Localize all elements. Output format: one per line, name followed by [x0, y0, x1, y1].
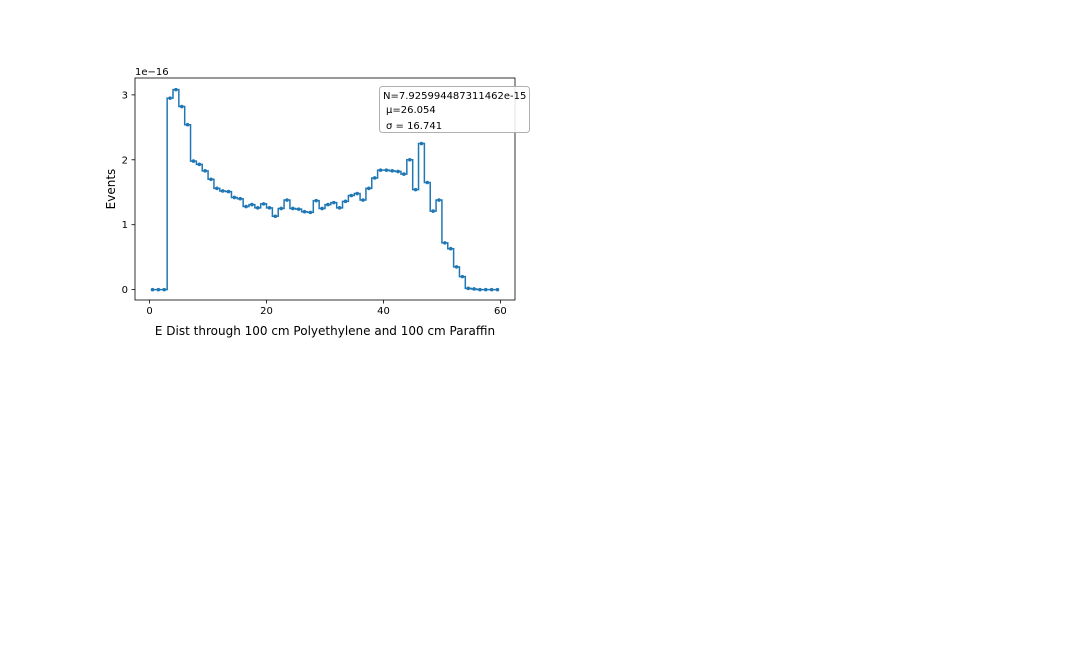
data-point [215, 186, 219, 191]
stats-legend-box [379, 86, 530, 133]
data-point [226, 189, 231, 194]
y-tick-label: 1 [122, 220, 128, 231]
data-point [489, 287, 494, 292]
stats-legend-n: N=7.925994487311462e-15 [383, 91, 526, 102]
data-point [460, 274, 465, 279]
data-point [273, 214, 278, 219]
data-point [168, 96, 172, 100]
axes-layer: 0 20 40 60 0 1 2 3 [122, 90, 507, 317]
data-point [355, 191, 359, 196]
data-point [279, 206, 283, 211]
data-point [472, 287, 476, 291]
data-point [191, 159, 196, 163]
data-point [343, 199, 348, 204]
data-point [337, 206, 342, 210]
y-multiplier-label: 1e−16 [135, 67, 169, 78]
x-tick-label: 60 [494, 306, 507, 317]
data-point [495, 287, 500, 292]
y-tick-label: 0 [122, 285, 128, 296]
data-point [384, 168, 389, 172]
data-point [349, 193, 354, 198]
data-point [407, 157, 412, 162]
data-point [331, 200, 336, 205]
x-tick-label: 20 [260, 306, 273, 317]
data-point [185, 122, 190, 127]
data-point [443, 241, 447, 245]
data-point [425, 180, 430, 185]
series-layer [150, 87, 500, 292]
data-point [261, 202, 266, 206]
data-point [454, 265, 459, 269]
data-point [413, 187, 418, 192]
data-point [150, 287, 155, 292]
x-tick-label: 40 [377, 306, 390, 317]
data-point [483, 287, 488, 292]
data-point [302, 209, 307, 214]
data-point [396, 169, 400, 174]
stats-legend-mu: μ=26.054 [386, 105, 436, 116]
data-point [390, 169, 395, 173]
data-point [466, 286, 471, 291]
data-point [296, 207, 301, 211]
data-point [361, 198, 365, 202]
data-point [285, 198, 289, 202]
y-tick-label: 2 [122, 155, 128, 166]
data-point [203, 169, 207, 173]
data-point [232, 195, 237, 200]
data-point [478, 287, 482, 292]
data-point [156, 287, 161, 292]
data-point [250, 202, 254, 207]
data-point [238, 196, 243, 201]
data-point [431, 209, 435, 213]
data-point [291, 206, 295, 211]
data-point [209, 177, 213, 182]
data-point [267, 206, 272, 210]
data-point [197, 162, 202, 167]
data-point [448, 246, 453, 251]
data-point [314, 198, 319, 203]
data-point [419, 141, 424, 146]
data-point [308, 210, 313, 215]
data-point [378, 168, 383, 172]
data-point [402, 172, 406, 176]
data-point [320, 206, 324, 211]
data-point [437, 198, 441, 202]
data-point [244, 204, 248, 209]
y-axis-label: Events [104, 169, 118, 210]
data-point [179, 104, 184, 109]
data-point [162, 287, 167, 292]
stats-legend-sigma: σ = 16.741 [386, 121, 442, 132]
y-tick-label: 3 [122, 90, 128, 101]
data-point [372, 176, 377, 180]
x-axis-label: E Dist through 100 cm Polyethylene and 1… [155, 324, 495, 338]
data-point [326, 202, 330, 207]
data-point [174, 87, 178, 92]
plot-frame [134, 77, 516, 301]
data-point [220, 189, 225, 193]
data-point [255, 206, 260, 210]
stats-legend: N=7.925994487311462e-15 μ=26.054 σ = 16.… [379, 86, 530, 133]
x-tick-label: 0 [146, 306, 152, 317]
data-point [367, 186, 371, 191]
